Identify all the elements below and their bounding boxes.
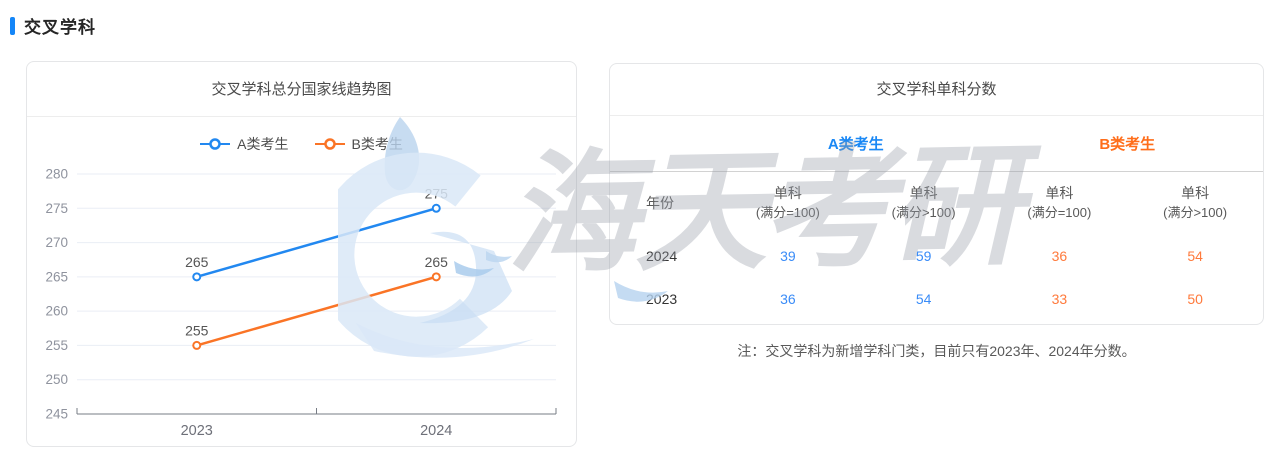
section-title: 交叉学科 [24,18,96,37]
group-header-b: B类考生 [1099,136,1156,153]
svg-text:255: 255 [45,338,68,353]
chart-title: 交叉学科总分国家线趋势图 [27,62,576,117]
col-header-year: 年份 [646,195,674,211]
col-header-b2-top: 单科 [1181,185,1210,201]
score-cell: 54 [1187,247,1203,264]
chart-legend: A类考生 B类考生 [27,129,576,159]
section-accent-bar [10,16,15,35]
col-header-a1-top: 单科 [773,185,802,201]
year-cell: 2023 [646,290,678,307]
svg-text:255: 255 [185,322,209,338]
legend-marker-a-icon [200,138,231,150]
svg-text:2023: 2023 [181,423,213,439]
col-header-b1: 单科 (满分=100) [992,183,1128,223]
score-table-column: 交叉学科单科分数 A类考生 B类考生 年份 单科 (满分=100) 单科 (满分… [609,63,1264,361]
score-cell: 36 [1051,247,1068,264]
legend-item-a[interactable]: A类考生 [200,134,289,154]
score-cell: 36 [780,290,796,307]
svg-text:265: 265 [185,254,209,270]
score-cell: 39 [780,247,796,264]
col-header-a2-sub: (满分>100) [891,205,956,220]
score-cell: 54 [915,290,932,307]
svg-text:250: 250 [45,372,68,387]
col-header-b1-top: 单科 [1045,185,1074,201]
score-cell: 59 [915,247,932,264]
legend-item-b[interactable]: B类考生 [314,134,403,154]
col-header-a1: 单科 (满分=100) [720,183,856,223]
svg-text:265: 265 [45,269,68,284]
svg-text:260: 260 [45,304,68,319]
table-group-header-row: A类考生 B类考生 [610,116,1263,172]
svg-text:275: 275 [45,201,68,216]
table-title: 交叉学科单科分数 [610,64,1263,116]
table-note: 注：交叉学科为新增学科门类，目前只有2023年、2024年分数。 [737,343,1136,359]
svg-text:245: 245 [45,407,68,422]
subject-score-table-card: 交叉学科单科分数 A类考生 B类考生 年份 单科 (满分=100) 单科 (满分… [609,63,1264,325]
col-header-b1-sub: (满分=100) [1027,205,1092,220]
legend-label-b: B类考生 [351,136,403,152]
col-header-b2: 单科 (满分>100) [1127,183,1263,223]
svg-text:2024: 2024 [420,423,452,439]
section-header: 交叉学科 [10,13,96,38]
table-row: 2023 36 54 33 50 [610,277,1263,320]
group-header-a: A类考生 [827,136,884,153]
legend-marker-b-icon [314,138,345,150]
year-cell: 2024 [646,247,678,264]
legend-label-a: A类考生 [237,136,289,152]
table-row: 2024 39 59 36 54 [610,234,1263,277]
col-header-a1-sub: (满分=100) [755,205,820,220]
svg-text:265: 265 [425,254,449,270]
trend-line-chart: 245 250 255 260 265 270 275 280 2023 2024 265 275 25… [45,167,557,439]
svg-text:275: 275 [425,185,449,201]
col-header-a2-top: 单科 [909,185,938,201]
col-header-a2: 单科 (满分>100) [856,183,992,223]
svg-text:270: 270 [45,235,68,250]
score-cell: 50 [1187,290,1203,307]
table-column-header-row: 年份 单科 (满分=100) 单科 (满分>100) 单科 (满分=100) 单… [610,172,1263,234]
score-cell: 33 [1051,290,1068,307]
trend-chart-card: 交叉学科总分国家线趋势图 A类考生 B类考生 245 250 255 260 265 27… [26,61,577,447]
svg-text:280: 280 [45,167,68,182]
col-header-b2-sub: (满分>100) [1163,205,1228,220]
